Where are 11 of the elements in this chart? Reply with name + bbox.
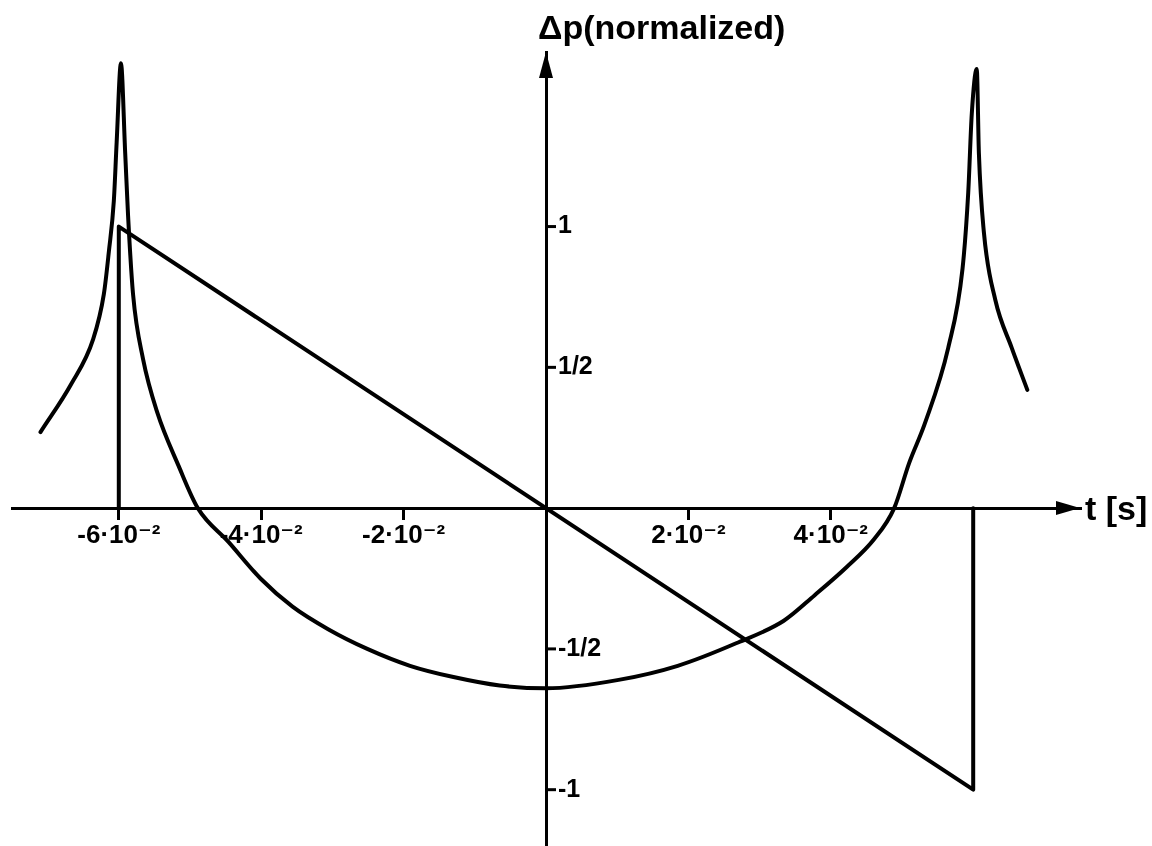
x-tick-label: -2·10⁻² (362, 518, 446, 549)
y-tick-label: 1/2 (558, 351, 593, 380)
x-axis-title: t [s] (1085, 488, 1148, 527)
x-tick-label: -4·10⁻² (219, 518, 304, 549)
x-tick-label: 2·10⁻² (651, 518, 726, 549)
x-tick-label: 4·10⁻² (793, 518, 869, 549)
y-tick-label: 1 (558, 210, 572, 239)
x-tick-label: -6·10⁻² (77, 518, 161, 549)
y-tick-label: -1 (558, 773, 581, 802)
y-tick-label: -1/2 (558, 632, 602, 661)
y-axis-title: Δp(normalized) (538, 8, 786, 47)
